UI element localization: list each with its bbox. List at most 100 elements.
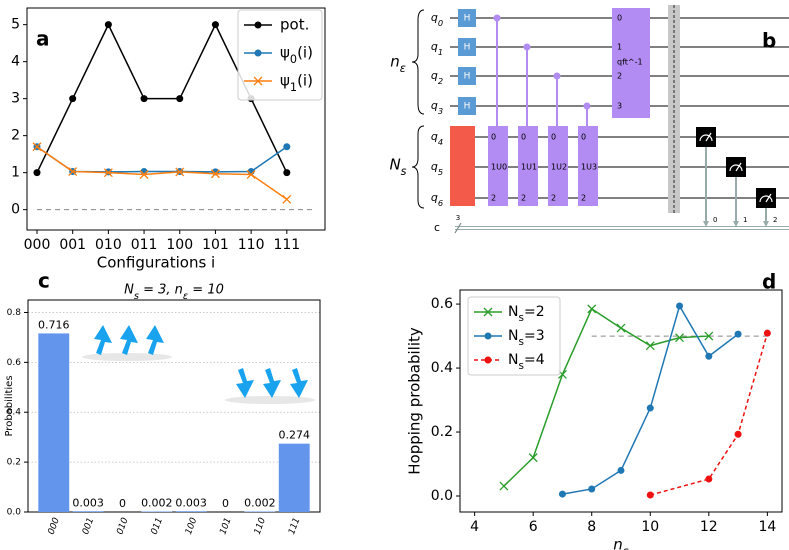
measure-arrow xyxy=(763,221,769,227)
control-dot xyxy=(553,72,561,80)
x-tick-label: 110 xyxy=(253,516,268,536)
legend-marker xyxy=(254,21,262,29)
meter xyxy=(729,162,743,172)
y-tick-label: 0.8 xyxy=(7,308,22,318)
marker xyxy=(646,491,654,499)
marker xyxy=(528,453,538,463)
bar xyxy=(278,443,310,512)
bit-label: 2 xyxy=(773,216,777,224)
brace xyxy=(411,9,425,115)
x-tick-label: 8 xyxy=(587,519,596,535)
bar xyxy=(38,333,70,512)
plot-frame xyxy=(27,299,321,513)
y-tick-label: 0.6 xyxy=(431,296,453,312)
marker xyxy=(176,95,184,103)
series-line xyxy=(36,146,288,173)
marker xyxy=(705,475,713,483)
legend-label: Ns=2 xyxy=(508,304,545,324)
qubit-label: q1 xyxy=(431,40,443,57)
gate-label: 0 xyxy=(551,133,556,142)
h-label: H xyxy=(464,43,471,53)
gate-label: 0 xyxy=(581,133,586,142)
x-tick-label: 000 xyxy=(24,237,51,253)
unitary-gate xyxy=(548,126,568,206)
measure-gate xyxy=(696,127,716,147)
x-tick-label: 111 xyxy=(287,516,302,536)
marker xyxy=(210,169,220,179)
series-line xyxy=(503,307,709,487)
qft-gate xyxy=(612,8,650,118)
marker xyxy=(140,95,148,103)
legend-marker xyxy=(253,76,263,86)
bar xyxy=(175,511,207,512)
y-tick-label: 4 xyxy=(11,54,20,70)
x-axis-label: nε xyxy=(613,536,629,550)
gate-label: 2 xyxy=(491,194,496,203)
x-tick-label: 14 xyxy=(758,519,776,535)
brace xyxy=(411,125,425,209)
x-tick-label: 101 xyxy=(202,237,229,253)
panel-label: d xyxy=(762,270,776,294)
x-tick-label: 100 xyxy=(184,516,199,536)
x-tick-label: 011 xyxy=(131,237,158,253)
marker xyxy=(558,490,566,498)
y-tick-label: 0.2 xyxy=(7,458,21,468)
legend-label: pot. xyxy=(280,16,309,34)
plot-frame xyxy=(459,289,783,513)
marker xyxy=(246,170,256,179)
marker xyxy=(68,167,78,176)
qubit-label: q0 xyxy=(431,11,443,28)
x-tick-label: 111 xyxy=(273,237,300,253)
x-tick-label: 000 xyxy=(47,516,62,536)
h-label: H xyxy=(464,72,471,82)
x-tick-label: 100 xyxy=(166,237,193,253)
qubit-label: q2 xyxy=(431,69,443,86)
bit-label: 0 xyxy=(713,216,717,224)
marker xyxy=(675,333,685,343)
legend-label: Ns=3 xyxy=(508,328,545,348)
marker xyxy=(103,168,113,178)
marker xyxy=(139,170,149,179)
measure-arrow xyxy=(703,221,709,227)
control-dot xyxy=(493,14,501,22)
marker xyxy=(705,352,713,360)
control-dot xyxy=(523,43,531,51)
h-gate xyxy=(458,67,476,85)
gate-label: 2 xyxy=(521,194,526,203)
x-tick-label: 001 xyxy=(81,516,96,536)
gate-label: 1U2 xyxy=(551,163,567,172)
value-label: 0.002 xyxy=(244,497,276,510)
qubit-label: q4 xyxy=(431,130,443,147)
legend-label: ψ1(i) xyxy=(280,72,313,94)
marker xyxy=(283,143,291,151)
value-label: 0 xyxy=(119,497,126,510)
chart-title: Ns = 3, nε = 10 xyxy=(124,283,224,302)
meter xyxy=(699,132,713,142)
y-tick-label: 0.0 xyxy=(7,508,22,518)
legend-label: ψ0(i) xyxy=(280,44,313,66)
legend-marker xyxy=(483,307,493,317)
x-tick-label: 010 xyxy=(95,237,122,253)
qft-label: 1 xyxy=(617,43,622,52)
marker xyxy=(175,167,185,177)
h-gate xyxy=(458,97,476,115)
y-tick-label: 2 xyxy=(11,128,20,144)
marker xyxy=(588,485,596,493)
value-label: 0.003 xyxy=(175,496,207,509)
classical-label: c xyxy=(434,221,440,234)
gate-label: 1U0 xyxy=(491,163,507,172)
gate-label: 0 xyxy=(491,133,496,142)
gate-label: 2 xyxy=(551,194,556,203)
series-line xyxy=(650,332,769,496)
y-tick-label: 0.6 xyxy=(7,358,22,368)
qft-label: 2 xyxy=(617,72,622,81)
h-gate xyxy=(458,38,476,56)
marker xyxy=(499,481,509,491)
y-tick-label: 0.2 xyxy=(431,424,453,440)
gate-label: 1U1 xyxy=(521,163,537,172)
init-block xyxy=(450,126,475,206)
marker xyxy=(32,142,42,152)
marker xyxy=(282,194,292,204)
panel-label: c xyxy=(38,269,50,293)
